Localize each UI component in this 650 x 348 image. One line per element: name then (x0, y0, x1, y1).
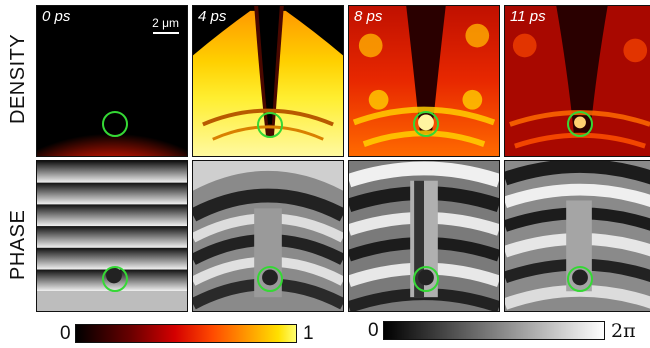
vortex-marker (257, 112, 283, 138)
row-label-phase: PHASE (7, 209, 29, 280)
phase-panel-11ps (504, 160, 650, 312)
density-colorbar-max-label: 1 (303, 323, 314, 344)
time-label-4ps: 4 ps (198, 8, 227, 25)
phase-colorbar-max-label: 2π (611, 320, 636, 342)
vortex-marker (413, 111, 439, 137)
density-colorbar-min-label: 0 (60, 323, 71, 344)
time-label-11ps: 11 ps (510, 8, 546, 25)
density-colorbar (75, 324, 297, 343)
density-panel-11ps: 11 ps (504, 5, 650, 157)
vortex-marker (567, 266, 593, 292)
time-label-8ps: 8 ps (354, 8, 383, 25)
time-label-0ps: 0 ps (42, 8, 71, 25)
density-map-4ps (193, 6, 343, 156)
scale-bar: 2 μm (152, 16, 179, 34)
phase-panel-0ps (36, 160, 188, 312)
density-panel-4ps: 4 ps (192, 5, 344, 157)
phase-panel-4ps (192, 160, 344, 312)
density-panel-0ps: 0 ps 2 μm (36, 5, 188, 157)
vortex-marker (413, 266, 439, 292)
density-panel-8ps: 8 ps (348, 5, 500, 157)
row-label-density: DENSITY (7, 33, 29, 124)
scale-bar-label: 2 μm (152, 16, 179, 30)
vortex-marker (567, 111, 593, 137)
phase-colorbar (383, 321, 605, 340)
phase-map-4ps (193, 161, 343, 311)
phase-panel-8ps (348, 160, 500, 312)
vortex-marker (102, 266, 128, 292)
phase-map-11ps (505, 161, 650, 311)
vortex-marker (257, 266, 283, 292)
phase-map-8ps (349, 161, 499, 311)
vortex-marker (102, 111, 128, 137)
scale-bar-line (152, 32, 179, 34)
phase-colorbar-min-label: 0 (368, 320, 379, 341)
